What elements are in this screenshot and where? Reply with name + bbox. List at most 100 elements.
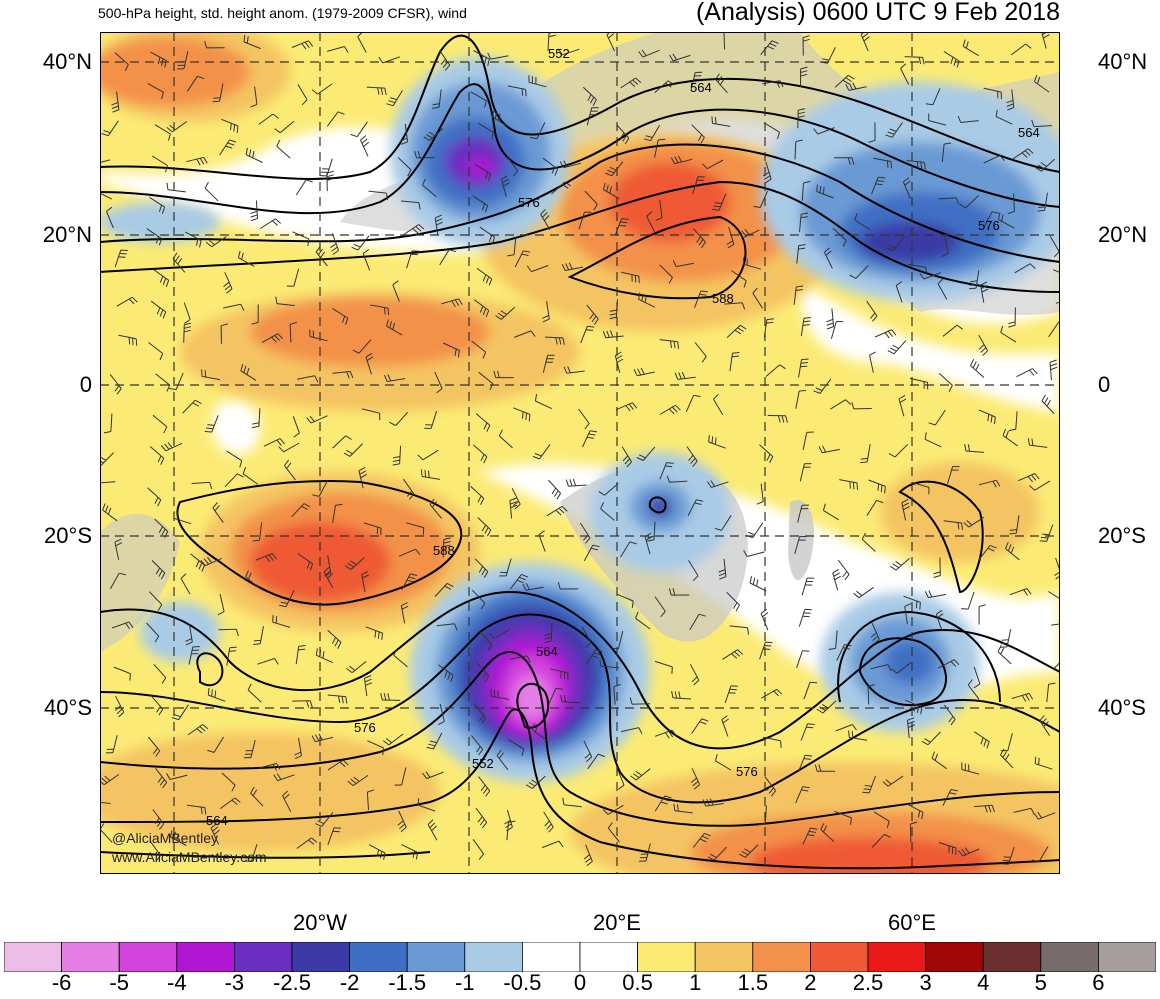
wind-barb: [578, 211, 585, 230]
wind-barb-flag: [747, 531, 755, 536]
wind-barb-flag: [275, 218, 282, 224]
wind-barb-flag: [781, 415, 785, 423]
wind-barb-flag: [743, 550, 748, 557]
wind-barb-flag: [309, 415, 315, 422]
wind-barb-flag: [884, 833, 891, 838]
wind-barb-flag: [980, 347, 987, 353]
wind-barb: [366, 792, 369, 811]
wind-barb-flag: [842, 79, 850, 85]
wind-barb-flag: [249, 149, 252, 157]
wind-barb-flag: [666, 462, 674, 464]
wind-barb: [532, 729, 548, 741]
wind-barb-flag: [158, 570, 163, 577]
wind-barb: [581, 626, 592, 643]
wind-barb: [605, 335, 624, 339]
wind-barb-flag: [105, 505, 109, 513]
wind-barb-flag: [208, 239, 215, 246]
positive-anomalies: [100, 32, 1060, 874]
wind-barb: [363, 522, 382, 529]
wind-barb-flag: [198, 562, 203, 570]
wind-barb-flag: [632, 79, 639, 85]
wind-barb: [669, 480, 688, 483]
wind-barb-flag: [697, 134, 703, 142]
wind-barb-flag: [739, 853, 746, 858]
wind-barb-flag: [895, 281, 903, 286]
wind-barb-flag: [593, 318, 599, 325]
wind-barb: [616, 124, 630, 139]
wind-barb-flag: [298, 645, 306, 647]
wind-barb-flag: [485, 790, 491, 797]
wind-barb-flag: [277, 333, 284, 340]
wind-barb-flag: [800, 216, 808, 219]
wind-barb: [224, 272, 233, 289]
wind-barb-flag: [410, 573, 418, 576]
wind-barb-flag: [530, 137, 538, 140]
wind-barb-flag: [813, 128, 819, 135]
wind-barb-flag: [397, 820, 404, 826]
wind-barb: [1055, 301, 1060, 304]
wind-barb: [151, 155, 168, 166]
wind-barb-flag: [526, 655, 531, 663]
wind-barb-flag: [1040, 162, 1047, 167]
wind-barb: [258, 763, 277, 769]
wind-barb-flag: [510, 504, 518, 509]
wind-barb-flag: [196, 158, 201, 166]
wind-barb-flag: [200, 559, 206, 567]
wind-barb-flag: [275, 296, 278, 304]
wind-barb: [491, 116, 508, 127]
wind-barb: [822, 700, 837, 714]
wind-barb: [263, 438, 281, 447]
contour-north-2: [100, 83, 1060, 215]
wind-barb-flag: [989, 544, 997, 549]
wind-barb-flag: [155, 567, 161, 575]
wind-barb-flag: [387, 693, 390, 701]
wind-barb-flag: [458, 298, 463, 306]
wind-barb-flag: [481, 568, 486, 576]
wind-barb-flag: [124, 64, 129, 72]
wind-barb: [167, 189, 186, 193]
wind-barb-flag: [487, 644, 493, 651]
wind-barb-flag: [501, 175, 508, 180]
wind-barb: [327, 46, 345, 52]
wind-barb: [392, 90, 403, 106]
wind-barb-flag: [392, 280, 399, 286]
wind-barb-flag: [959, 203, 966, 209]
wind-barb: [406, 522, 424, 529]
wind-barb: [360, 139, 369, 157]
wind-barb: [155, 373, 171, 386]
wind-barb-flag: [498, 752, 504, 759]
wind-barb: [745, 844, 759, 858]
wind-barb-flag: [819, 185, 822, 193]
wind-barb: [514, 330, 532, 338]
wind-barb-flag: [326, 177, 334, 181]
wind-barb: [562, 48, 580, 56]
wind-barb: [799, 214, 802, 233]
wind-barb-flag: [429, 822, 436, 828]
wind-barb: [836, 644, 846, 661]
wind-barb-flag: [444, 64, 451, 71]
wind-barb-flag: [668, 731, 674, 738]
wind-barb: [834, 74, 849, 88]
wind-barb-flag: [824, 247, 830, 253]
wind-barb-flag: [454, 348, 457, 356]
wind-barb-flag: [387, 374, 392, 382]
wind-barb-flag: [512, 500, 519, 507]
wind-barb-flag: [645, 536, 653, 541]
wind-barb: [1039, 720, 1051, 736]
legend-label: -6: [51, 970, 72, 995]
wind-barb: [327, 827, 335, 845]
wind-barb-flag: [482, 673, 487, 680]
wind-barb-flag: [210, 823, 217, 829]
wind-barb-flag: [964, 847, 970, 854]
negative-anomalies: [100, 57, 1060, 782]
wind-barb-flag: [201, 369, 203, 377]
wind-barb-flag: [432, 106, 440, 109]
contour-south-1: [100, 590, 1060, 750]
wind-barb-flag: [732, 352, 740, 354]
wind-barb-flag: [997, 645, 1002, 652]
wind-barb-flag: [386, 103, 394, 107]
wind-barb-flag: [920, 707, 923, 715]
wind-barb: [711, 481, 729, 488]
wind-barb: [1041, 32, 1047, 49]
wind-barb-flag: [1050, 363, 1058, 367]
